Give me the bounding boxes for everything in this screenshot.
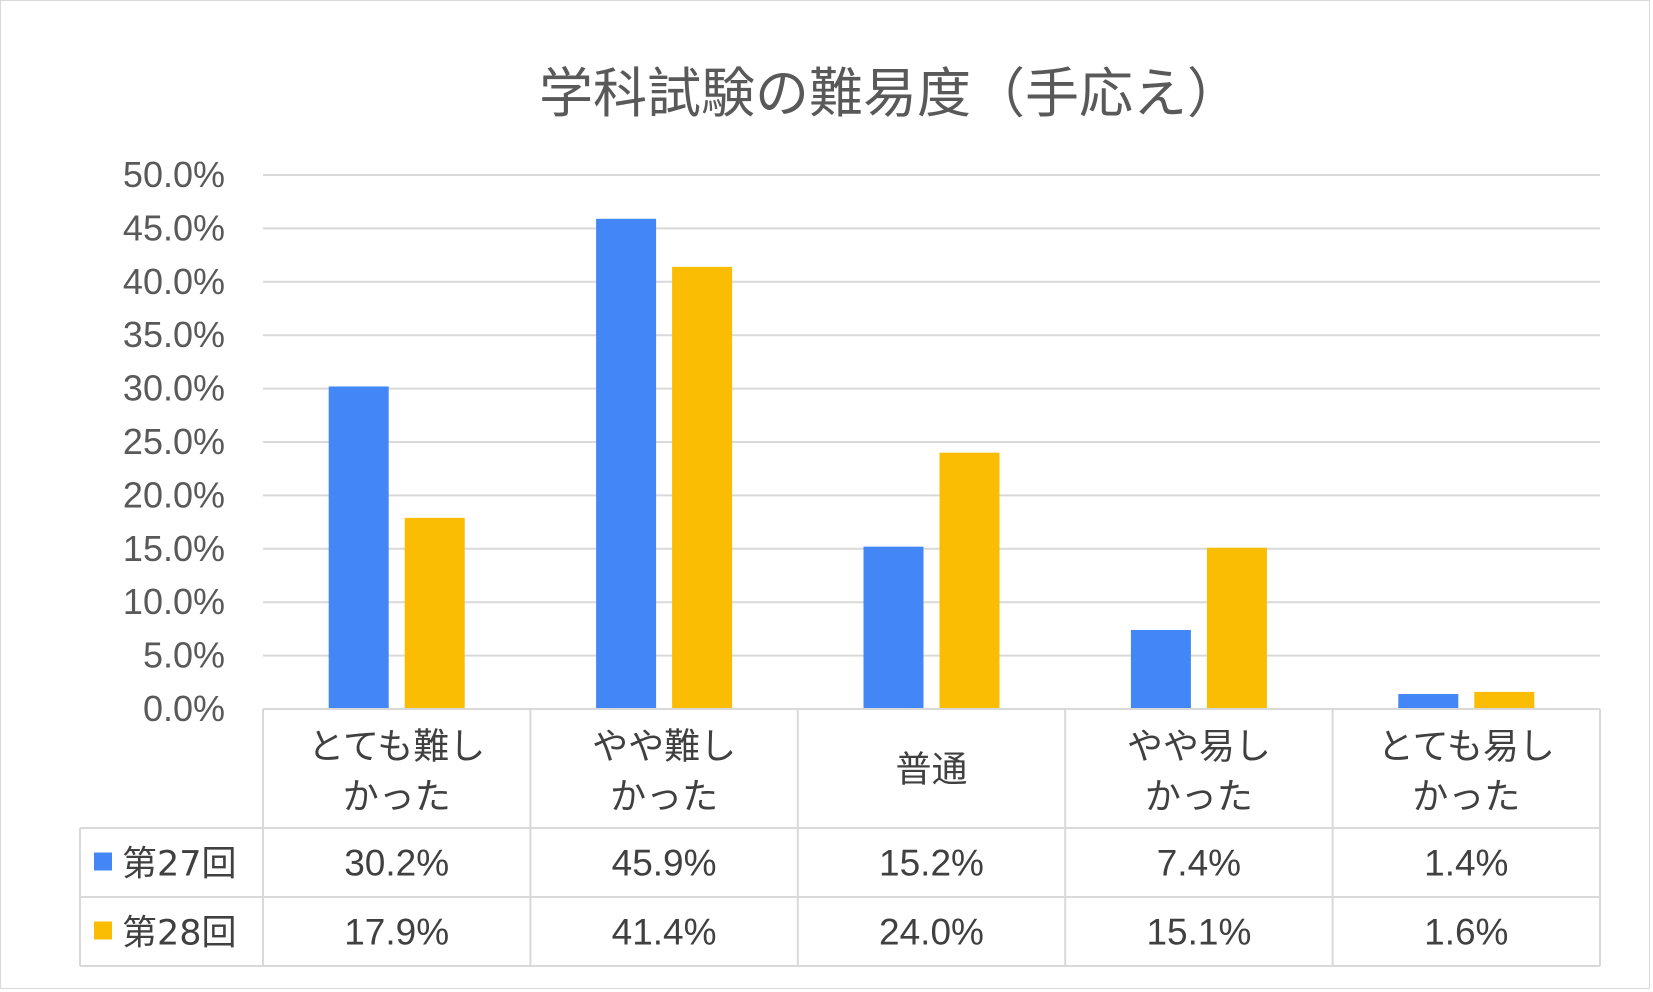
data-cell: 15.1% (1146, 912, 1251, 953)
bar-2-4 (1206, 547, 1267, 709)
y-tick-label: 45.0% (123, 207, 225, 248)
chart-title: 学科試験の難易度（手応え） (539, 62, 1241, 125)
y-tick-label: 5.0% (143, 635, 225, 676)
gridlines (263, 174, 1600, 657)
bars (328, 218, 1535, 709)
legend-swatch-2 (94, 921, 112, 940)
data-cell: 30.2% (344, 843, 449, 884)
y-tick-label: 25.0% (123, 421, 225, 462)
bar-2-3 (939, 452, 1000, 709)
bar-1-2 (596, 218, 657, 709)
data-cell: 15.2% (879, 843, 984, 884)
category-label: かった (610, 777, 718, 818)
category-label: 普通 (895, 750, 967, 791)
y-tick-label: 40.0% (123, 261, 225, 302)
bar-2-5 (1474, 691, 1535, 709)
series-name: 第27回 (122, 845, 237, 885)
y-tick-label: 20.0% (123, 474, 225, 515)
y-tick-label: 0.0% (143, 688, 225, 729)
data-cell: 7.4% (1157, 843, 1241, 884)
series-name: 第28回 (122, 914, 237, 954)
category-label: とても難し (308, 727, 485, 768)
bar-2-2 (672, 266, 733, 709)
data-cell: 1.6% (1424, 912, 1508, 953)
y-tick-label: 30.0% (123, 368, 225, 409)
y-tick-label: 10.0% (123, 581, 225, 622)
bar-1-1 (328, 386, 389, 709)
data-cell: 45.9% (612, 843, 717, 884)
data-cell: 1.4% (1424, 843, 1508, 884)
category-label: かった (1145, 777, 1253, 818)
legend-swatch-1 (94, 852, 112, 871)
y-tick-label: 15.0% (123, 528, 225, 569)
category-label: かった (343, 777, 451, 818)
y-axis: 0.0% 5.0% 10.0% 15.0% 20.0% 25.0% 30.0% 35.0% 40… (123, 154, 225, 729)
data-cell: 24.0% (879, 912, 984, 953)
bar-1-4 (1130, 629, 1191, 709)
data-cell: 17.9% (344, 912, 449, 953)
category-label: やや難し (592, 727, 736, 768)
bar-1-5 (1398, 694, 1459, 709)
bar-2-1 (404, 517, 465, 709)
y-tick-label: 35.0% (123, 314, 225, 355)
category-label: かった (1412, 777, 1520, 818)
category-label: やや易し (1127, 727, 1271, 768)
category-label: とても易し (1378, 727, 1555, 768)
data-cell: 41.4% (612, 912, 717, 953)
y-tick-label: 50.0% (123, 154, 225, 195)
bar-1-3 (863, 546, 924, 709)
